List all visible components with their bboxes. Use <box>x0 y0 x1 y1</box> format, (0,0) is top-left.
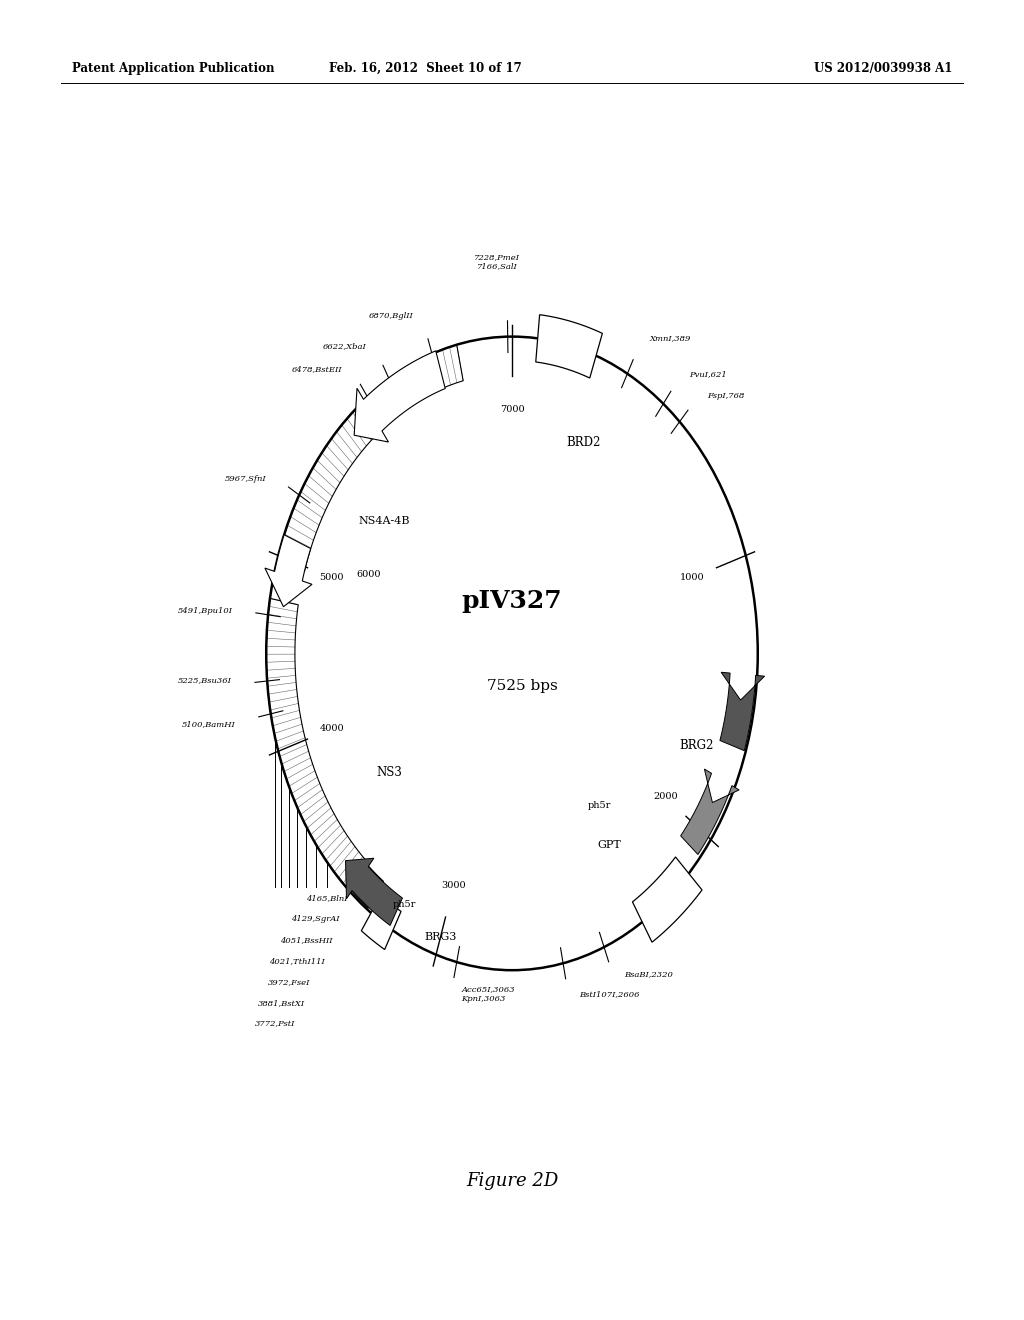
Text: NS4A-4B: NS4A-4B <box>358 516 410 527</box>
Text: 3772,PstI: 3772,PstI <box>254 1020 295 1028</box>
Text: 5225,Bsu36I: 5225,Bsu36I <box>177 676 231 684</box>
Text: Figure 2D: Figure 2D <box>466 1172 558 1191</box>
Polygon shape <box>633 857 702 942</box>
Polygon shape <box>681 770 739 854</box>
Text: BRG2: BRG2 <box>679 739 714 752</box>
Text: 4165,BlnI: 4165,BlnI <box>306 894 347 902</box>
Text: 6622,XbaI: 6622,XbaI <box>323 342 367 351</box>
Text: 7000: 7000 <box>500 405 524 413</box>
Text: Acc65I,3063
KpnI,3063: Acc65I,3063 KpnI,3063 <box>461 985 515 1003</box>
Text: Feb. 16, 2012  Sheet 10 of 17: Feb. 16, 2012 Sheet 10 of 17 <box>329 62 521 75</box>
Polygon shape <box>266 598 367 888</box>
Text: 5100,BamHI: 5100,BamHI <box>181 721 236 729</box>
Polygon shape <box>348 863 384 908</box>
Text: 7525 bps: 7525 bps <box>486 680 558 693</box>
Polygon shape <box>276 345 463 572</box>
Text: FspI,768: FspI,768 <box>708 392 744 400</box>
Text: 5967,SfnI: 5967,SfnI <box>225 474 267 483</box>
Text: 2000: 2000 <box>653 792 678 801</box>
Text: 6000: 6000 <box>356 570 381 578</box>
Text: GPT: GPT <box>597 840 622 850</box>
Text: XmnI,389: XmnI,389 <box>649 334 691 342</box>
Text: 5491,Bpu10I: 5491,Bpu10I <box>177 607 232 615</box>
Text: Patent Application Publication: Patent Application Publication <box>72 62 274 75</box>
Text: 4000: 4000 <box>319 725 344 734</box>
Text: 3972,FseI: 3972,FseI <box>268 978 310 986</box>
Text: ph5r: ph5r <box>588 801 610 809</box>
Text: 3881,BstXI: 3881,BstXI <box>257 999 304 1007</box>
Text: 4051,BssHII: 4051,BssHII <box>280 936 332 944</box>
Polygon shape <box>720 672 765 751</box>
Polygon shape <box>354 351 445 442</box>
Text: US 2012/0039938 A1: US 2012/0039938 A1 <box>814 62 952 75</box>
Text: 4021,TthI11I: 4021,TthI11I <box>269 957 325 965</box>
Text: 3000: 3000 <box>441 882 466 890</box>
Text: BRD2: BRD2 <box>566 436 601 449</box>
Polygon shape <box>345 858 402 925</box>
Text: BstI107I,2606: BstI107I,2606 <box>579 990 639 998</box>
Text: 7228,PmeI
7166,SalI: 7228,PmeI 7166,SalI <box>474 253 520 271</box>
Text: pIV327: pIV327 <box>462 589 562 612</box>
Text: NS3: NS3 <box>376 766 402 779</box>
Text: 6870,BglII: 6870,BglII <box>369 312 414 319</box>
Text: BsaBI,2320: BsaBI,2320 <box>624 970 673 978</box>
Polygon shape <box>361 895 401 949</box>
Text: ph5r: ph5r <box>393 900 416 908</box>
Text: 1000: 1000 <box>680 573 705 582</box>
Text: PvuI,621: PvuI,621 <box>689 370 727 378</box>
Text: BRG3: BRG3 <box>424 932 457 942</box>
Polygon shape <box>265 535 312 607</box>
Text: 5000: 5000 <box>319 573 344 582</box>
Text: 6478,BstEII: 6478,BstEII <box>292 366 342 374</box>
Text: 4129,SgrAI: 4129,SgrAI <box>292 915 340 923</box>
Polygon shape <box>536 314 602 378</box>
